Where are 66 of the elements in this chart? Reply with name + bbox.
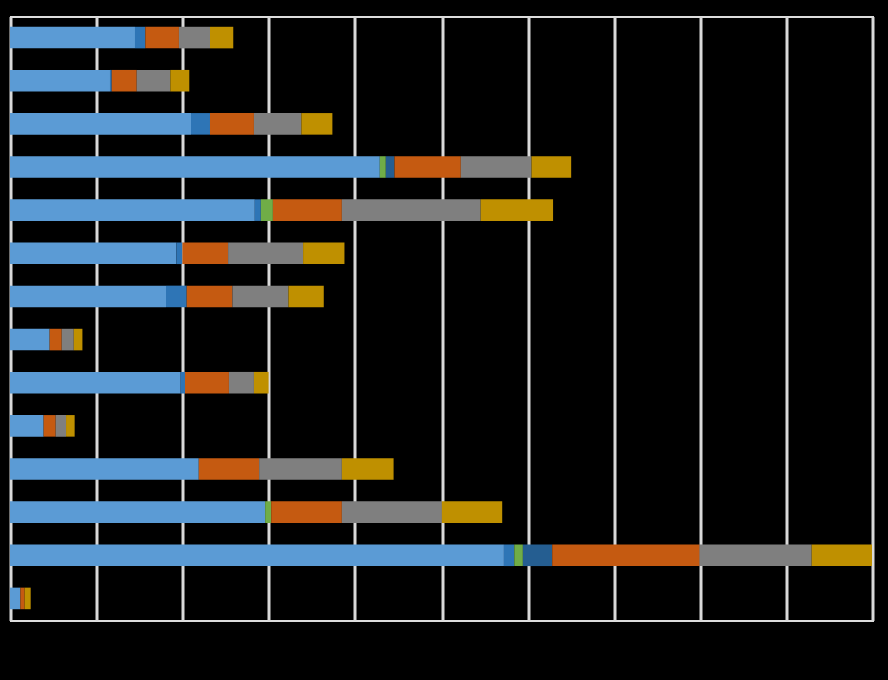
bar <box>186 285 233 308</box>
bar <box>441 501 503 523</box>
bar <box>176 242 183 265</box>
bar <box>191 113 210 135</box>
bar <box>480 199 554 221</box>
bar <box>10 69 110 92</box>
bar <box>166 285 187 308</box>
bar <box>170 69 190 92</box>
bar <box>552 544 700 567</box>
bar <box>699 544 812 567</box>
bar <box>73 328 83 351</box>
bar <box>10 415 44 437</box>
bar <box>10 371 181 394</box>
bar <box>209 26 234 49</box>
bar <box>232 285 289 308</box>
bar <box>253 113 302 135</box>
bar <box>341 458 394 480</box>
bar <box>111 69 137 92</box>
bar <box>394 156 461 178</box>
bar <box>522 544 553 567</box>
bar <box>55 415 67 437</box>
bar <box>209 113 254 135</box>
bar <box>43 415 56 437</box>
bar <box>145 26 179 49</box>
bar <box>10 587 21 610</box>
bar <box>184 371 229 394</box>
bar <box>136 69 171 92</box>
bar <box>10 156 380 178</box>
bar <box>265 501 272 523</box>
bar <box>260 199 273 221</box>
bar <box>10 199 255 221</box>
bar <box>379 156 386 178</box>
bar <box>10 501 266 523</box>
bar <box>24 587 31 610</box>
bar <box>531 156 572 178</box>
bar <box>10 328 50 351</box>
bar <box>228 371 254 394</box>
bar <box>254 199 261 221</box>
bar <box>503 544 515 567</box>
bar <box>385 156 395 178</box>
bar <box>514 544 523 567</box>
bar <box>228 242 304 265</box>
bar <box>10 113 192 135</box>
bar <box>10 26 135 49</box>
bar <box>341 501 442 523</box>
bar <box>61 328 74 351</box>
bar <box>301 113 333 135</box>
bar <box>182 242 229 265</box>
bar <box>10 544 504 567</box>
bar <box>259 458 342 480</box>
bar <box>134 26 146 49</box>
bar <box>271 501 342 523</box>
bar <box>178 26 210 49</box>
bar <box>10 285 167 308</box>
bar <box>198 458 260 480</box>
bar <box>66 415 75 437</box>
bar <box>460 156 532 178</box>
bar <box>811 544 872 567</box>
bar <box>341 199 481 221</box>
bar <box>253 371 269 394</box>
bar <box>10 458 199 480</box>
bar <box>288 285 324 308</box>
bar <box>272 199 342 221</box>
bar <box>303 242 345 265</box>
bar <box>49 328 62 351</box>
bar <box>10 242 177 265</box>
